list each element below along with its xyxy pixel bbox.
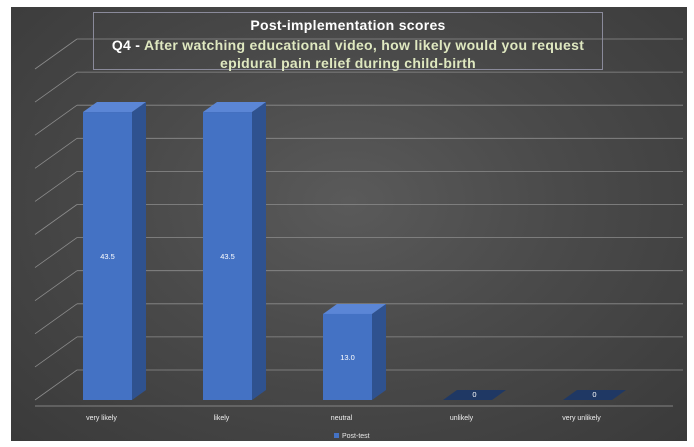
data-label: 43.5 [220,252,235,261]
bar-very-likely: 43.5 [83,102,146,400]
gridline-slant [34,71,78,103]
gridline-slant [34,38,78,70]
category-label: neutral [331,415,353,422]
gridline-slant [34,204,78,235]
category-label: likely [214,415,230,422]
bar-top [83,102,146,113]
gridline-slant [34,137,78,169]
bar-front [203,112,252,400]
chart-subtitle: Q4 - After watching educational video, h… [94,36,602,72]
data-label: 13.0 [340,353,355,362]
bar-top [563,390,626,400]
category-label: very unlikely [562,415,601,422]
category-label: very likely [86,415,117,422]
bar-very-unlikely: 0 [563,390,626,400]
data-label: 43.5 [100,252,115,261]
bar-front [323,313,372,400]
legend-swatch [334,433,339,438]
bar-top [203,102,266,113]
gridlines [34,38,683,407]
gridline-slant [34,171,78,202]
gridline-slant [34,270,78,302]
legend-label: Post-test [342,433,370,440]
bar-front [83,112,132,400]
bar-side [372,303,386,400]
question-text: After watching educational video, how li… [143,37,585,71]
bar-chart: 43.5 43.5 13.0 0 0 very likely likely neutral u… [34,38,683,440]
question-number: Q4 - [111,37,144,53]
gridline-slant [34,303,78,335]
bar-unlikely: 0 [443,390,506,400]
bar-top [443,390,506,400]
chart-title: Post-implementation scores [250,17,446,33]
bars: 43.5 43.5 13.0 0 0 [83,102,626,400]
category-labels: very likely likely neutral unlikely very unl… [86,415,601,422]
bar-side [132,102,146,400]
bar-top [323,303,386,314]
bar-likely: 43.5 [203,102,266,400]
chart-title-box: Post-implementation scores Q4 - After wa… [93,12,603,72]
legend: Post-test [334,433,370,440]
category-label: unlikely [450,415,474,422]
data-label: 0 [592,390,596,399]
bar-side [252,102,266,400]
gridline-slant [34,336,78,368]
gridline-slant [34,104,78,136]
gridline-slant [34,237,78,268]
gridline-slant [34,369,78,401]
bar-neutral: 13.0 [323,303,386,400]
data-label: 0 [472,390,476,399]
chart-panel: 43.5 43.5 13.0 0 0 very likely likely neutral u… [11,7,687,441]
